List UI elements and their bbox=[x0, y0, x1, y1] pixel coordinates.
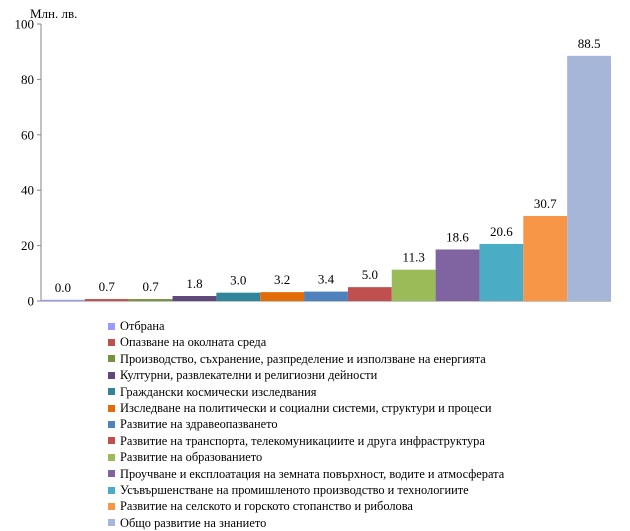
legend-swatch bbox=[108, 453, 115, 461]
legend-entry: Развитие на здравеопазването bbox=[108, 416, 504, 432]
bar-3 bbox=[128, 299, 173, 301]
legend-entry: Опазване на околната среда bbox=[108, 334, 504, 350]
bar-value-label: 20.6 bbox=[490, 224, 513, 239]
bar-value-label: 88.5 bbox=[578, 36, 601, 51]
legend-swatch bbox=[108, 388, 115, 396]
y-tick-label: 100 bbox=[15, 17, 35, 32]
bar-13 bbox=[567, 55, 611, 302]
legend-entry: Развитие на селското и горското стопанст… bbox=[108, 498, 504, 514]
y-tick-label: 40 bbox=[21, 183, 34, 198]
bar-value-label: 0.0 bbox=[55, 280, 71, 295]
legend-label: Отбрана bbox=[120, 319, 165, 333]
bar-7 bbox=[304, 291, 348, 301]
bar-4 bbox=[172, 296, 217, 301]
legend-entry: Развитие на транспорта, телекомуникациит… bbox=[108, 433, 504, 449]
legend-entry: Проучване и експлоатация на земната повъ… bbox=[108, 466, 504, 482]
legend-label: Развитие на здравеопазването bbox=[120, 417, 278, 432]
legend-swatch bbox=[108, 371, 115, 379]
bar-value-label: 0.7 bbox=[99, 279, 116, 294]
y-tick-label: 0 bbox=[28, 294, 35, 309]
legend-entry: Производство, съхранение, разпределение … bbox=[108, 351, 504, 367]
legend-label: Развитие на образованието bbox=[120, 450, 263, 465]
bar-chart: 0 20 40 60 80 100 0.0 0.7 0.7 1.8 3.0 3.2 3.4 5.0 11.3… bbox=[15, 17, 611, 309]
bar-6 bbox=[260, 292, 305, 301]
bar-value-label: 11.3 bbox=[403, 250, 425, 265]
legend-swatch bbox=[108, 404, 115, 412]
legend-swatch bbox=[108, 322, 115, 330]
legend-label: Развитие на транспорта, телекомуникациит… bbox=[120, 433, 485, 448]
legend-swatch bbox=[108, 421, 115, 429]
bar-5 bbox=[216, 292, 261, 301]
legend-entry: Отбрана bbox=[108, 318, 504, 334]
bar-value-label: 3.0 bbox=[230, 273, 246, 288]
bar-8 bbox=[347, 287, 392, 301]
legend-label: Общо развитие на знанието bbox=[120, 515, 267, 530]
legend-label: Културни, развлекателни и религиозни дей… bbox=[120, 368, 378, 383]
legend-entry: Културни, развлекателни и религиозни дей… bbox=[108, 367, 504, 383]
legend-entry: Усъвършенстване на промишленото производ… bbox=[108, 482, 504, 498]
bar-9 bbox=[391, 269, 436, 301]
bar-value-label: 30.7 bbox=[534, 196, 557, 211]
legend-label: Производство, съхранение, разпределение … bbox=[120, 351, 486, 366]
legend-swatch bbox=[108, 355, 115, 363]
legend-label: Опазване на околната среда bbox=[120, 335, 267, 350]
y-tick-label: 60 bbox=[21, 127, 34, 142]
legend-label: Граждански космически изследвания bbox=[120, 384, 317, 399]
bar-value-label: 3.4 bbox=[318, 272, 335, 287]
bar-12 bbox=[523, 215, 568, 301]
legend-swatch bbox=[108, 470, 115, 478]
y-tick-label: 80 bbox=[21, 72, 34, 87]
bar-11 bbox=[479, 243, 524, 301]
bar-value-label: 3.2 bbox=[274, 272, 290, 287]
chart-legend: Отбрана Опазване на околната среда Произво… bbox=[108, 318, 504, 531]
legend-entry: Общо развитие на знанието bbox=[108, 515, 504, 531]
bar-10 bbox=[435, 249, 480, 301]
legend-entry: Граждански космически изследвания bbox=[108, 384, 504, 400]
y-axis-unit-label: Млн. лв. bbox=[30, 6, 78, 21]
y-tick-label: 20 bbox=[21, 238, 34, 253]
legend-swatch bbox=[108, 486, 115, 494]
legend-swatch bbox=[108, 502, 115, 510]
legend-label: Усъвършенстване на промишленото производ… bbox=[120, 482, 469, 497]
bar-value-label: 18.6 bbox=[446, 229, 469, 244]
bar-value-label: 1.8 bbox=[186, 276, 202, 291]
legend-swatch bbox=[108, 519, 115, 527]
bar-value-label: 5.0 bbox=[362, 267, 378, 282]
legend-entry: Развитие на образованието bbox=[108, 449, 504, 465]
bar-1 bbox=[41, 299, 85, 301]
legend-label: Изследване на политически и социални сис… bbox=[120, 400, 492, 415]
bar-2 bbox=[84, 299, 129, 301]
legend-label: Проучване и експлоатация на земната повъ… bbox=[120, 466, 505, 481]
legend-entry: Изследване на политически и социални сис… bbox=[108, 400, 504, 416]
legend-swatch bbox=[108, 437, 115, 445]
bar-value-label: 0.7 bbox=[142, 279, 159, 294]
legend-swatch bbox=[108, 339, 115, 347]
legend-label: Развитие на селското и горското стопанст… bbox=[120, 499, 413, 514]
